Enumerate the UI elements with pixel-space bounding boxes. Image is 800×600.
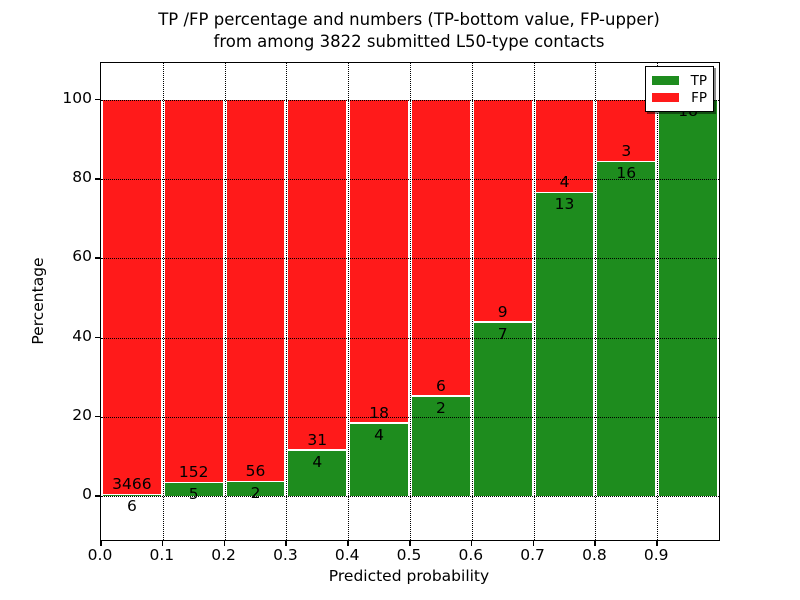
x-tick-label: 0.1 [149, 546, 175, 564]
x-tick-mark [223, 540, 226, 546]
fp-count-label: 18 [369, 404, 389, 422]
y-tick-label: 0 [82, 485, 92, 504]
gridline-vertical [410, 63, 411, 540]
fp-count-label: 56 [245, 462, 266, 481]
tp-bar-segment [164, 483, 223, 497]
tp-bar-segment [288, 450, 347, 496]
fp-count-label: 3466 [112, 475, 152, 494]
y-tick-mark [95, 257, 101, 259]
fp-bar-segment [103, 99, 161, 494]
fp-legend-swatch-icon [652, 93, 679, 102]
tp-bar-segment [535, 193, 594, 497]
y-tick-label: 20 [72, 405, 92, 424]
gridline-vertical [224, 63, 226, 540]
fp-count-label: 4 [559, 173, 570, 192]
tp-count-label: 6 [126, 497, 137, 516]
chart-title: TP /FP percentage and numbers (TP-bottom… [100, 9, 718, 53]
x-tick-label: 0.8 [582, 546, 607, 564]
gridline-vertical [533, 63, 535, 540]
y-tick-mark [95, 415, 101, 418]
legend-item-tp: TP [652, 74, 707, 88]
y-tick-mark [95, 495, 101, 497]
plot-area: 346661525562314184629741331618 [100, 62, 720, 541]
x-tick-label: 0.6 [458, 546, 484, 564]
x-tick-label: 0.0 [87, 546, 113, 564]
x-tick-label: 0.5 [396, 546, 422, 564]
fp-count-label: 9 [497, 302, 508, 321]
fp-count-label: 6 [435, 376, 446, 395]
x-tick-mark [285, 540, 287, 546]
y-tick-label: 60 [72, 247, 92, 266]
tp-count-label: 7 [497, 324, 508, 343]
y-tick-mark [95, 178, 101, 180]
tp-count-label: 4 [374, 425, 385, 444]
fp-bar-segment [226, 99, 285, 481]
gridline-vertical [162, 63, 164, 540]
tp-bar-segment [103, 495, 161, 496]
tp-count-label: 2 [435, 398, 446, 417]
x-tick-mark [656, 540, 658, 546]
x-tick-label: 0.7 [520, 546, 545, 564]
x-tick-label: 0.2 [211, 546, 236, 564]
x-tick-mark [532, 540, 535, 546]
legend-label-fp: FP [691, 89, 707, 106]
gridline-vertical [657, 63, 659, 540]
fp-count-label: 3 [621, 142, 632, 161]
x-tick-mark [347, 540, 349, 546]
fp-bar-segment [350, 99, 408, 423]
tp-bar-segment [226, 482, 285, 497]
fp-bar-segment [473, 99, 532, 322]
fp-count-label: 152 [178, 463, 209, 482]
x-tick-mark [161, 540, 164, 546]
tp-count-label: 2 [250, 484, 261, 503]
x-tick-mark [409, 540, 411, 546]
x-tick-label: 0.3 [273, 546, 298, 564]
tp-bar-segment [350, 423, 408, 497]
tp-bar-segment [412, 396, 470, 496]
x-tick-mark [594, 540, 596, 546]
x-tick-mark [100, 540, 102, 546]
x-axis-label: Predicted probability [328, 567, 490, 585]
tp-bar-segment [597, 162, 656, 496]
tp-legend-swatch-icon [652, 76, 679, 85]
tp-bar-segment [659, 99, 717, 497]
fp-bar-segment [412, 99, 470, 396]
fp-bar-segment [288, 99, 347, 450]
tp-count-label: 13 [554, 195, 575, 214]
legend-label-tp: TP [690, 72, 707, 89]
legend-item-fp: FP [652, 91, 707, 105]
gridline-vertical [286, 63, 288, 540]
gridline-vertical [595, 63, 597, 540]
chart-title-line2: from among 3822 submitted L50-type conta… [213, 32, 605, 51]
legend: TP FP [645, 66, 714, 112]
tp-count-label: 5 [188, 485, 199, 504]
x-tick-mark [470, 540, 473, 546]
tp-count-label: 16 [616, 164, 637, 183]
fp-bar-segment [535, 99, 594, 192]
y-axis-label: Percentage [29, 257, 47, 345]
chart-title-line1: TP /FP percentage and numbers (TP-bottom… [158, 10, 660, 29]
fp-count-label: 31 [307, 430, 328, 449]
tp-count-label: 4 [312, 452, 323, 471]
x-tick-label: 0.9 [643, 546, 669, 564]
x-tick-label: 0.4 [334, 546, 360, 564]
fp-bar-segment [164, 99, 223, 482]
y-tick-label: 40 [72, 326, 92, 345]
y-tick-label: 80 [72, 168, 92, 187]
y-tick-label: 100 [62, 88, 92, 107]
gridline-vertical [471, 63, 473, 540]
y-tick-mark [95, 98, 101, 101]
gridline-vertical [348, 63, 350, 540]
tp-bar-segment [473, 322, 532, 497]
y-tick-mark [95, 336, 101, 339]
